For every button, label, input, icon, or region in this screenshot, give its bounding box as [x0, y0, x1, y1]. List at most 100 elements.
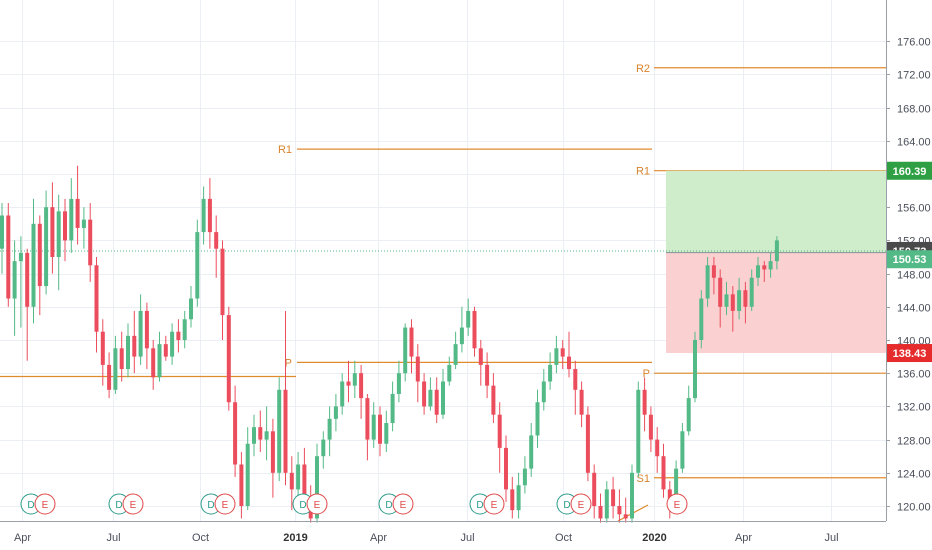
candlestick-series	[0, 165, 779, 523]
candle	[132, 310, 137, 374]
candle-body	[548, 364, 553, 382]
event-circle[interactable]	[570, 493, 592, 515]
candle	[434, 377, 439, 423]
candle-body	[277, 389, 282, 473]
candle	[567, 331, 571, 378]
event-circle[interactable]	[214, 493, 236, 515]
event-circle[interactable]	[666, 493, 688, 515]
candle-body	[749, 277, 754, 307]
entry-price-badge: 150.53	[887, 250, 932, 269]
earnings-marker[interactable]: E	[306, 493, 328, 515]
candle	[44, 190, 49, 295]
candle-body	[359, 373, 364, 399]
candle	[522, 456, 527, 494]
candle	[277, 377, 282, 482]
candle	[75, 165, 80, 245]
candle	[189, 286, 193, 328]
y-tick-label: 148.00	[897, 270, 931, 282]
event-letter: E	[130, 500, 137, 511]
candle-body	[623, 514, 628, 519]
event-circle[interactable]	[392, 493, 414, 515]
candle-body	[258, 427, 263, 440]
pivot-levels: R1 P R2 R1 P S1	[0, 63, 886, 522]
candle	[378, 406, 382, 457]
x-axis[interactable]: Apr Jul Oct 2019 Apr Jul Oct 2020 Apr Jul	[14, 532, 839, 544]
candle	[359, 364, 364, 419]
candle	[724, 281, 729, 316]
candle-body	[648, 414, 653, 440]
earnings-marker[interactable]: E	[122, 493, 144, 515]
candle	[37, 215, 42, 316]
candle-body	[31, 223, 36, 307]
target-zone[interactable]	[666, 170, 886, 253]
candle-body	[768, 261, 773, 270]
candle-body	[422, 381, 427, 407]
earnings-marker[interactable]: E	[214, 493, 236, 515]
event-letter: D	[299, 500, 306, 511]
candle	[403, 323, 408, 382]
x-tick-label: 2020	[642, 532, 666, 544]
candle	[730, 286, 735, 332]
candle	[611, 476, 616, 519]
candle	[113, 335, 118, 394]
candle	[31, 198, 36, 324]
candle-body	[138, 310, 143, 357]
candle-body	[415, 356, 420, 382]
earnings-marker[interactable]: E	[483, 493, 505, 515]
candle-body	[743, 290, 748, 307]
candle-body	[233, 402, 238, 465]
candle-body	[529, 435, 534, 469]
candle-body	[365, 398, 370, 440]
candle-body	[504, 447, 508, 490]
candle	[497, 402, 502, 473]
candle-body	[25, 252, 30, 307]
x-tick-label: Jul	[106, 532, 120, 544]
event-circle[interactable]	[122, 493, 144, 515]
stop-zone[interactable]	[666, 252, 886, 354]
candle	[151, 340, 156, 390]
candle-body	[573, 369, 578, 390]
event-circle[interactable]	[483, 493, 505, 515]
candle-body	[81, 219, 86, 228]
candle-body	[296, 464, 301, 490]
candle-body	[44, 207, 49, 287]
y-tick-label: 168.00	[897, 104, 931, 116]
candle	[415, 344, 420, 403]
candle-body	[6, 215, 11, 299]
candle	[56, 194, 61, 291]
candle	[548, 352, 553, 390]
candle	[144, 302, 149, 370]
pivot-label-p: P	[643, 368, 650, 380]
candle-body	[315, 456, 319, 519]
candle	[233, 385, 238, 477]
candle-body	[75, 198, 80, 228]
candle	[100, 319, 105, 386]
candle-body	[409, 327, 414, 357]
event-letter: D	[385, 500, 392, 511]
candle-body	[302, 464, 307, 498]
candle	[176, 319, 181, 353]
candle	[245, 427, 250, 511]
earnings-marker[interactable]: E	[392, 493, 414, 515]
candle-body	[94, 265, 99, 332]
candle	[201, 186, 206, 245]
candle	[18, 236, 23, 328]
candle	[63, 198, 67, 262]
candle-body	[176, 331, 181, 340]
candle	[598, 493, 603, 523]
candle	[459, 306, 464, 353]
target-price-badge-text: 160.39	[893, 166, 927, 178]
earnings-marker[interactable]: E	[666, 493, 688, 515]
candle	[346, 360, 351, 403]
earnings-marker[interactable]: E	[34, 493, 56, 515]
event-circle[interactable]	[34, 493, 56, 515]
candle-body	[226, 315, 231, 403]
candle-body	[0, 215, 4, 249]
earnings-marker[interactable]: E	[570, 493, 592, 515]
y-tick-label: 164.00	[897, 137, 931, 149]
candle	[655, 427, 660, 473]
event-circle[interactable]	[306, 493, 328, 515]
candle-body	[472, 310, 477, 349]
